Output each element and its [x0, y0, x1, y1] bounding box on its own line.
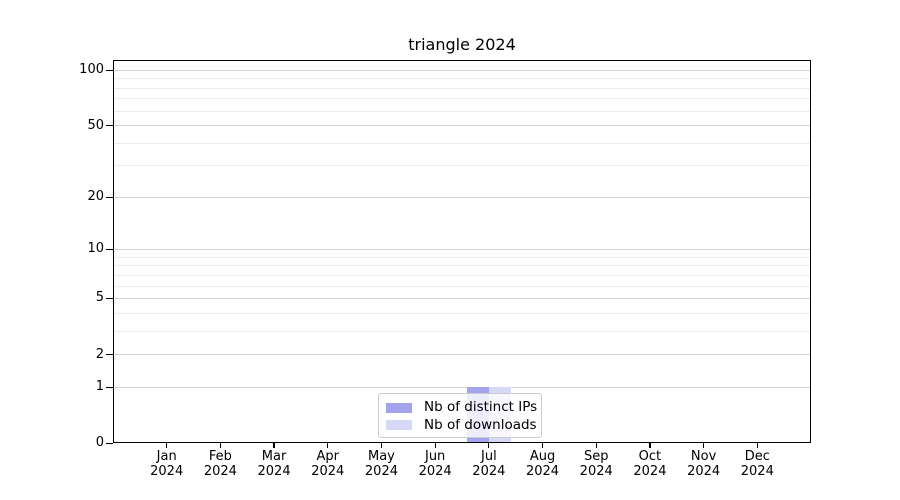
x-tick-month: Nov	[690, 449, 717, 465]
x-tick-year: 2024	[203, 464, 237, 480]
minor-gridline	[113, 110, 811, 112]
major-gridline	[113, 196, 811, 198]
y-tick-mark	[106, 297, 113, 300]
x-tick-mark	[166, 443, 168, 448]
minor-gridline	[113, 87, 811, 89]
x-tick-year: 2024	[418, 464, 452, 480]
y-tick-label: 50	[87, 117, 104, 133]
y-tick-label: 5	[95, 290, 104, 306]
x-tick-month: May	[368, 449, 395, 465]
minor-gridline	[113, 78, 811, 80]
x-tick-label: Nov 2024	[664, 449, 744, 479]
major-gridline	[113, 386, 811, 388]
major-gridline	[113, 69, 811, 71]
x-tick-month: Apr	[316, 449, 340, 465]
y-tick-label: 10	[87, 241, 104, 257]
y-tick-label: 20	[87, 189, 104, 205]
x-tick-year: 2024	[525, 464, 560, 480]
minor-gridline	[113, 142, 811, 144]
x-tick-month: Feb	[208, 449, 232, 465]
x-tick-mark	[219, 443, 221, 448]
x-tick-label: Feb 2024	[180, 449, 260, 479]
x-tick-mark	[488, 443, 490, 448]
plot-area-border	[113, 60, 811, 443]
x-tick-month: Jun	[424, 449, 446, 465]
y-tick-mark	[106, 124, 113, 127]
x-tick-label: Jan 2024	[127, 449, 207, 479]
x-tick-mark	[434, 443, 436, 448]
x-tick-year: 2024	[579, 464, 613, 480]
x-tick-year: 2024	[740, 464, 774, 480]
x-tick-label: Oct 2024	[610, 449, 690, 479]
major-gridline	[113, 297, 811, 299]
major-gridline	[113, 248, 811, 250]
minor-gridline	[113, 98, 811, 100]
legend-entries: Nb of distinct IPs Nb of downloads	[379, 399, 541, 434]
x-tick-label: Dec 2024	[717, 449, 797, 479]
x-tick-label: Aug 2024	[503, 449, 583, 479]
x-tick-label: Mar 2024	[234, 449, 314, 479]
x-tick-mark	[595, 443, 597, 448]
x-tick-month: Jan	[156, 449, 177, 465]
y-tick-label: 2	[95, 346, 104, 362]
minor-gridline	[113, 330, 811, 332]
chart-title: triangle 2024	[408, 35, 516, 54]
x-tick-month: Oct	[638, 449, 662, 465]
y-tick-mark	[106, 248, 113, 251]
legend-label: Nb of downloads	[424, 416, 537, 433]
minor-gridline	[113, 165, 811, 167]
x-tick-mark	[703, 443, 705, 448]
minor-gridline	[113, 265, 811, 267]
legend-label: Nb of distinct IPs	[424, 399, 538, 416]
x-tick-month: Aug	[529, 449, 556, 465]
x-tick-mark	[649, 443, 651, 448]
x-tick-mark	[380, 443, 383, 448]
x-tick-month: Jul	[481, 449, 497, 465]
legend-entry: Nb of downloads	[379, 417, 541, 435]
y-tick-mark	[106, 353, 113, 356]
x-tick-year: 2024	[633, 464, 667, 480]
y-tick-mark	[106, 442, 113, 444]
x-tick-year: 2024	[257, 464, 291, 480]
y-tick-label: 100	[79, 62, 104, 78]
x-tick-year: 2024	[687, 464, 721, 480]
minor-gridline	[113, 285, 811, 287]
y-tick-label: 0	[95, 435, 104, 451]
x-tick-mark	[541, 443, 544, 448]
x-tick-label: May 2024	[341, 449, 421, 479]
legend-entry: Nb of distinct IPs	[379, 399, 541, 417]
legend-swatch-icon	[386, 402, 412, 413]
major-gridline	[113, 354, 811, 355]
x-tick-mark	[273, 443, 275, 448]
x-tick-year: 2024	[311, 464, 345, 480]
x-tick-month: Sep	[583, 449, 609, 465]
x-tick-mark	[327, 443, 329, 448]
legend: Nb of distinct IPs Nb of downloads	[378, 393, 542, 438]
y-tick-mark	[106, 386, 113, 388]
x-tick-year: 2024	[472, 464, 506, 480]
x-tick-label: Apr 2024	[288, 449, 368, 479]
x-tick-label: Jul 2024	[449, 449, 529, 479]
minor-gridline	[113, 312, 811, 314]
y-tick-mark	[106, 69, 113, 71]
y-tick-mark	[106, 196, 113, 198]
x-tick-mark	[756, 443, 758, 448]
x-tick-label: Sep 2024	[556, 449, 636, 479]
minor-gridline	[113, 274, 811, 276]
x-tick-month: Dec	[744, 449, 770, 465]
x-tick-month: Mar	[261, 449, 287, 465]
minor-gridline	[113, 256, 811, 258]
y-tick-label: 1	[95, 379, 104, 395]
legend-swatch-icon	[386, 420, 412, 431]
major-gridline	[113, 125, 811, 127]
x-tick-year: 2024	[150, 464, 184, 480]
x-tick-year: 2024	[364, 464, 398, 480]
x-tick-label: Jun 2024	[395, 449, 475, 479]
